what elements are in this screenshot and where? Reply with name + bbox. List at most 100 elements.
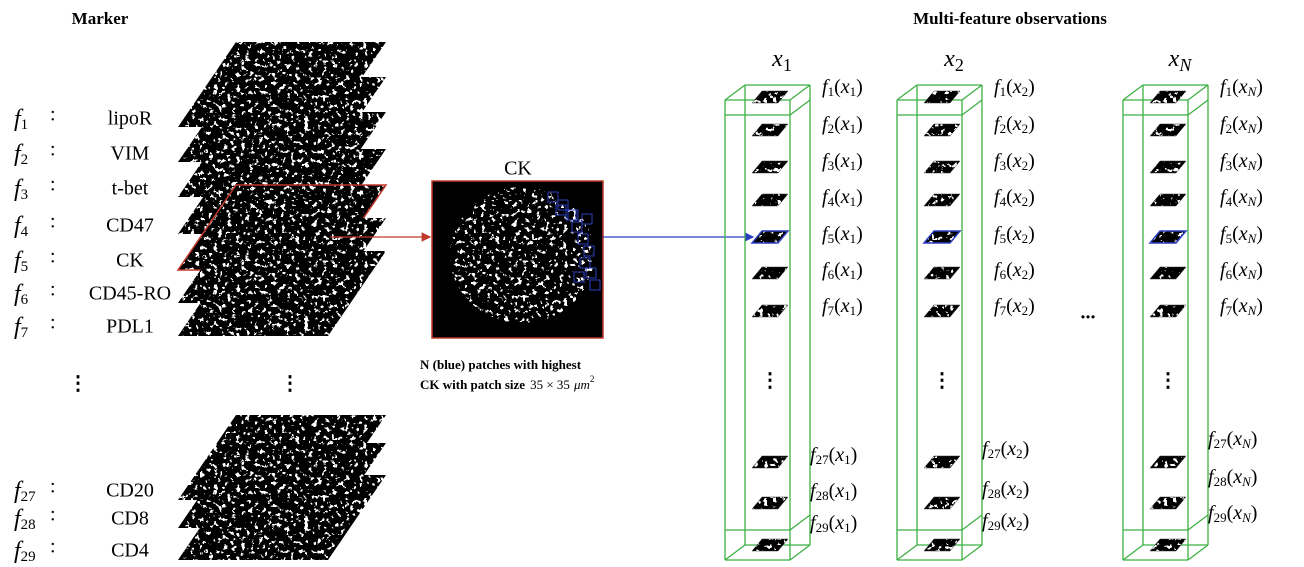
- column-frame: [725, 545, 745, 560]
- vdots: ⋮: [280, 373, 300, 395]
- column-frame: [1188, 100, 1208, 115]
- text-part: ): [1028, 259, 1035, 281]
- text-part: ): [1023, 510, 1030, 532]
- feature-label: f2(xN): [1220, 113, 1263, 136]
- text-part: ): [1251, 466, 1258, 488]
- body: Marker Multi-feature observations f1:lip…: [0, 0, 1304, 567]
- text-part: ): [1023, 478, 1030, 500]
- column-frame: [962, 100, 982, 115]
- text-part: 28: [988, 486, 1001, 501]
- text-part: x: [834, 444, 844, 466]
- colon: :: [50, 211, 56, 233]
- text-part: x: [840, 150, 850, 172]
- feature-label: f5(xN): [1220, 223, 1263, 246]
- text-part: x: [840, 76, 850, 98]
- feature-label: f1(xN): [1220, 76, 1263, 99]
- feature-patch: [924, 194, 960, 206]
- feature-patch: [1150, 456, 1186, 468]
- text-part: 29: [816, 520, 829, 535]
- feature-patch: [924, 231, 960, 243]
- colon: :: [50, 504, 56, 526]
- feature-patch: [924, 456, 960, 468]
- feature-label: f28(x1): [810, 480, 857, 503]
- feature-label: f29(x1): [810, 512, 857, 535]
- column-frame: [1123, 545, 1143, 560]
- text-part: ): [1256, 150, 1263, 172]
- marker-name: CD20: [106, 480, 154, 502]
- text-part: 29: [988, 518, 1001, 533]
- text-part: x: [1012, 150, 1022, 172]
- marker-name: CD45-RO: [89, 283, 171, 305]
- left-title: Marker: [72, 9, 129, 28]
- marker-symbol: f28: [14, 506, 36, 534]
- feature-patch: [752, 124, 788, 136]
- text-part: 6: [21, 292, 29, 308]
- text-part: 29: [21, 549, 36, 565]
- column-frame: [962, 515, 982, 530]
- feature-patch: [924, 497, 960, 509]
- text-part: x: [1238, 186, 1248, 208]
- text-part: ): [1256, 76, 1263, 98]
- marker-symbol: f2: [14, 141, 28, 169]
- feature-patch: [924, 267, 960, 279]
- feature-patch: [752, 539, 788, 551]
- text-part: x: [1012, 76, 1022, 98]
- text-part: x: [1238, 295, 1248, 317]
- feature-label: f4(xN): [1220, 186, 1263, 209]
- text-part: x: [771, 46, 783, 72]
- text-part: x: [1238, 76, 1248, 98]
- text-part: 27: [1214, 436, 1228, 451]
- text-part: 29: [1214, 510, 1227, 525]
- column-frame: [1123, 85, 1143, 100]
- column-frame: [897, 545, 917, 560]
- feature-patch: [1150, 231, 1186, 243]
- feature-label: f7(x2): [994, 295, 1035, 318]
- feature-patch: [1150, 497, 1186, 509]
- marker-symbol: f7: [14, 314, 29, 342]
- text-part: x: [1006, 478, 1016, 500]
- feature-label: f4(x2): [994, 186, 1035, 209]
- feature-patch: [752, 497, 788, 509]
- column-frame: [790, 515, 810, 530]
- text-part: x: [1238, 113, 1248, 135]
- feature-label: f3(x2): [994, 150, 1035, 173]
- text-part: 4: [21, 224, 29, 240]
- text-part: 28: [21, 517, 36, 533]
- text-part: x: [834, 480, 844, 502]
- marker-name: CD47: [106, 215, 154, 237]
- text-part: ): [1251, 502, 1258, 524]
- text-part: 7: [21, 325, 29, 341]
- feature-label: f3(x1): [822, 150, 863, 173]
- feature-patch: [1150, 91, 1186, 103]
- feature-label: f27(xN): [1208, 428, 1257, 451]
- feature-label: f28(x2): [982, 478, 1029, 501]
- feature-patch: [752, 267, 788, 279]
- feature-patch: [752, 194, 788, 206]
- column-frame: [1188, 515, 1208, 530]
- text-part: x: [1232, 428, 1242, 450]
- text-part: x: [1232, 466, 1242, 488]
- page: Marker / Multi-feature observations {"he…: [0, 0, 1304, 567]
- text-part: x: [1238, 150, 1248, 172]
- marker-symbol: f3: [14, 176, 28, 204]
- text-part: x: [1232, 502, 1242, 524]
- feature-patch: [752, 161, 788, 173]
- feature-patch: [1150, 124, 1186, 136]
- feature-label: f27(x2): [982, 438, 1029, 461]
- column-frame: [790, 85, 810, 100]
- marker-name: t-bet: [112, 178, 149, 200]
- vdots: ⋮: [760, 370, 780, 392]
- feature-label: f29(xN): [1208, 502, 1257, 525]
- feature-patch: [1150, 267, 1186, 279]
- text-part: ): [1028, 76, 1035, 98]
- text-part: ): [1256, 223, 1263, 245]
- column-frame: [962, 85, 982, 100]
- feature-label: f29(x2): [982, 510, 1029, 533]
- text-part: 28: [1214, 474, 1227, 489]
- feature-label: f2(x1): [822, 113, 863, 136]
- text-part: 3: [21, 187, 29, 203]
- marker-symbol: f6: [14, 281, 29, 309]
- text-part: CK with patch size: [420, 377, 525, 392]
- text-part: 28: [816, 488, 829, 503]
- text-part: ): [856, 295, 863, 317]
